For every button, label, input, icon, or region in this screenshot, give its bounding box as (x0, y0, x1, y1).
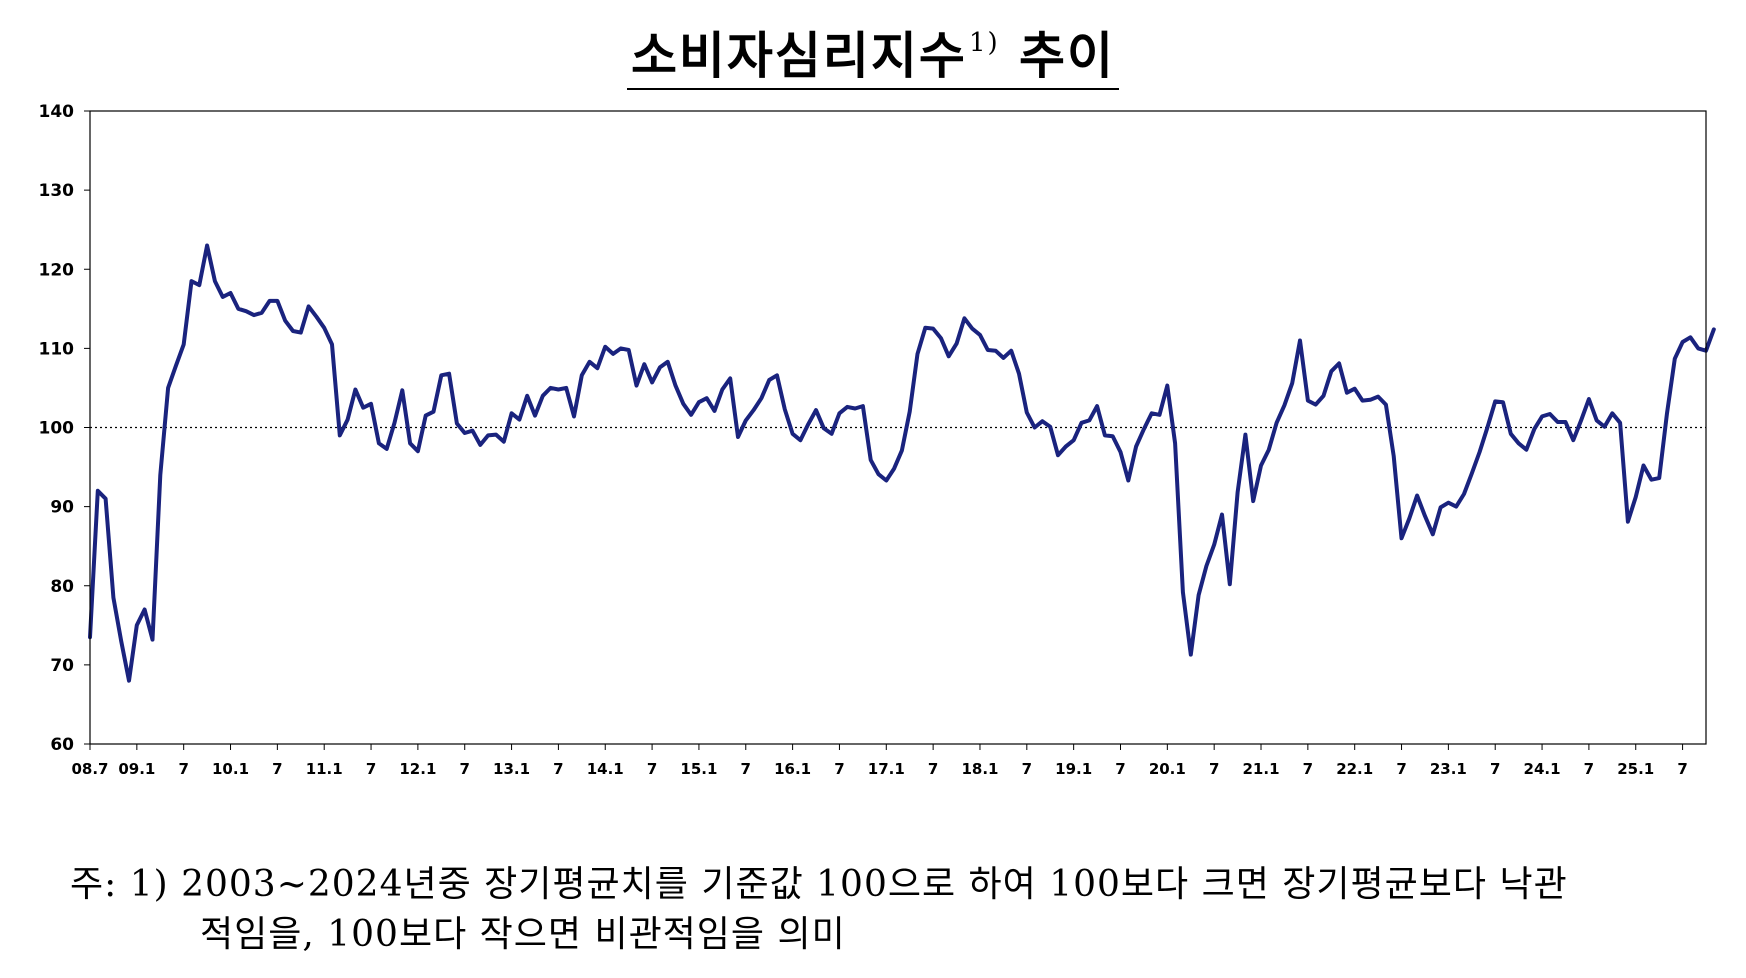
x-tick-label: 7 (553, 760, 563, 778)
x-tick-label: 09.1 (118, 760, 155, 778)
x-tick-label: 7 (1396, 760, 1406, 778)
x-tick-label: 7 (1209, 760, 1219, 778)
x-tick-label: 7 (834, 760, 844, 778)
x-tick-label: 08.7 (71, 760, 108, 778)
x-tick-label: 15.1 (680, 760, 717, 778)
x-tick-label: 11.1 (306, 760, 343, 778)
x-tick-label: 7 (1584, 760, 1594, 778)
x-tick-label: 7 (272, 760, 282, 778)
footnote-line-1: 주: 1) 2003~2024년중 장기평균치를 기준값 100으로 하여 10… (70, 864, 1568, 905)
chart-title-wrap: 소비자심리지수1) 추이 (0, 27, 1746, 90)
x-tick-label: 7 (1677, 760, 1687, 778)
x-tick-label: 7 (178, 760, 188, 778)
x-tick-label: 7 (928, 760, 938, 778)
x-tick-label: 24.1 (1524, 760, 1561, 778)
plot-area-frame (89, 110, 1707, 745)
chart-title: 소비자심리지수1) 추이 (626, 27, 1120, 90)
x-tick-label: 7 (1022, 760, 1032, 778)
x-tick-label: 20.1 (1149, 760, 1186, 778)
x-tick-label: 14.1 (587, 760, 624, 778)
y-tick-label: 60 (50, 735, 74, 755)
x-tick-label: 21.1 (1243, 760, 1280, 778)
y-tick-label: 100 (39, 419, 75, 439)
x-tick-label: 7 (1490, 760, 1500, 778)
line-chart: 60 70 80 90 100 110 120 130 140 08.7 09.1 7 10.1 7 11… (39, 102, 1716, 778)
y-tick-label: 110 (39, 339, 75, 359)
x-tick-label: 7 (460, 760, 470, 778)
x-tick-label: 7 (647, 760, 657, 778)
x-tick-label: 10.1 (212, 760, 249, 778)
x-tick-label: 23.1 (1430, 760, 1467, 778)
x-tick-label: 13.1 (493, 760, 530, 778)
y-tick-label: 140 (39, 102, 75, 122)
series-line (88, 243, 1716, 683)
x-tick-label: 16.1 (774, 760, 811, 778)
y-tick-label: 70 (50, 656, 74, 676)
x-tick-label: 7 (366, 760, 376, 778)
y-tick-label: 120 (39, 260, 75, 280)
y-tick-label: 130 (39, 181, 75, 201)
y-tick-label: 90 (50, 498, 74, 518)
x-tick-label: 7 (1115, 760, 1125, 778)
chart-title-suffix: 추이 (1019, 27, 1116, 85)
chart-title-footnote-mark: 1) (968, 28, 1000, 58)
x-tick-label: 18.1 (961, 760, 998, 778)
x-tick-label: 12.1 (399, 760, 436, 778)
chart-title-text: 소비자심리지수 (630, 27, 967, 85)
x-tick-label: 7 (741, 760, 751, 778)
x-tick-label: 17.1 (868, 760, 905, 778)
y-tick-label: 80 (50, 577, 74, 597)
y-axis-ticks: 60 70 80 90 100 110 120 130 140 (39, 102, 90, 755)
footnote-line-2: 적임을, 100보다 작으면 비관적임을 의미 (200, 914, 846, 955)
x-axis-ticks: 08.7 09.1 7 10.1 7 11.1 7 12.1 7 13.1 7 14.1 7 15.1 7 1… (71, 744, 1688, 778)
x-tick-label: 25.1 (1617, 760, 1654, 778)
x-tick-label: 7 (1303, 760, 1313, 778)
x-tick-label: 19.1 (1055, 760, 1092, 778)
x-tick-label: 22.1 (1336, 760, 1373, 778)
footnote: 주: 1) 2003~2024년중 장기평균치를 기준값 100으로 하여 10… (70, 860, 1568, 960)
